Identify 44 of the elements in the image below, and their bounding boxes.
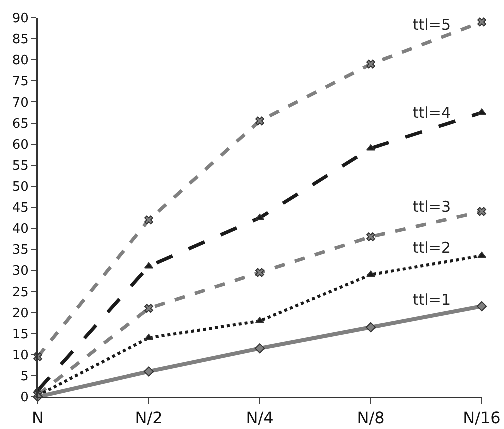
point: [144, 216, 154, 225]
y-tick-label: 25: [12, 285, 29, 300]
point: [477, 252, 487, 258]
x-tick-label: N/2: [135, 408, 163, 428]
point: [256, 116, 264, 126]
point: [144, 366, 154, 377]
series-label: ttl=4: [413, 104, 452, 122]
point: [478, 18, 486, 27]
point: [366, 232, 376, 242]
x-tick-label: N: [32, 408, 44, 428]
y-tick-label: 30: [12, 264, 29, 280]
y-tick-label: 60: [12, 138, 29, 153]
point: [256, 268, 264, 278]
x-tick-label: N/4: [246, 408, 274, 428]
y-tick-label: 15: [12, 327, 29, 342]
y-tick-label: 65: [12, 116, 29, 132]
point: [478, 207, 486, 216]
y-tick-label: 50: [12, 180, 29, 195]
point: [476, 301, 488, 312]
y-tick-label: 90: [12, 12, 29, 27]
y-tick-label: 75: [12, 74, 29, 90]
series-label: ttl=2: [413, 239, 452, 257]
point: [254, 344, 266, 354]
y-tick-label: 55: [12, 158, 29, 174]
x-tick-label: N/8: [357, 408, 385, 428]
point: [366, 60, 376, 69]
y-tick-label: 5: [20, 369, 29, 384]
point: [144, 262, 154, 269]
point: [366, 322, 376, 333]
y-tick-label: 0: [20, 390, 29, 406]
y-tick-label: 10: [12, 348, 29, 364]
point: [366, 270, 376, 278]
series-label: ttl=3: [413, 198, 452, 216]
point: [144, 304, 154, 314]
y-tick-label: 85: [12, 32, 29, 48]
x-tick-label: N/16: [463, 408, 501, 428]
y-tick-label: 80: [12, 54, 29, 69]
y-tick-label: 35: [12, 243, 29, 258]
y-tick-label: 20: [12, 306, 29, 322]
y-tick-label: 40: [12, 222, 29, 238]
y-tick-label: 45: [12, 201, 29, 216]
series-label: ttl=1: [413, 291, 452, 309]
series-label: ttl=5: [413, 16, 452, 34]
y-tick-label: 70: [12, 96, 29, 111]
